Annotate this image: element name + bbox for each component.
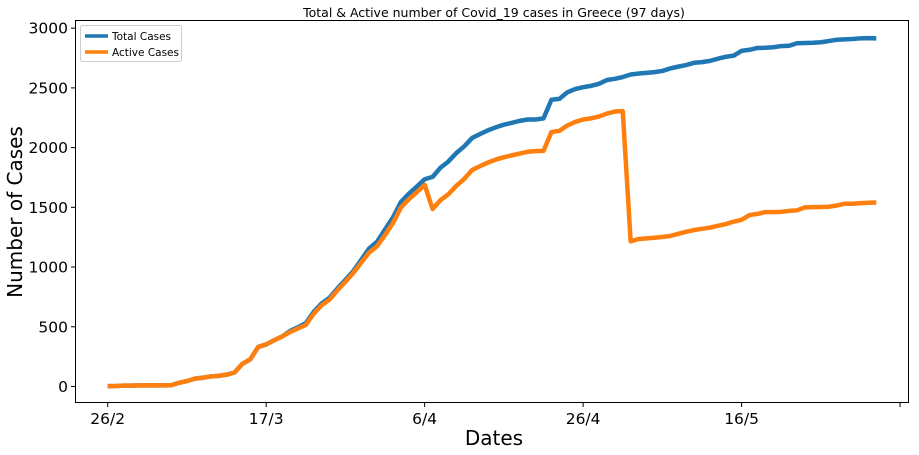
x-tick-label: 26/2 [90, 410, 125, 428]
y-tick-label: 2000 [29, 139, 68, 157]
y-axis: 0 500 1000 1500 2000 2500 3000 [29, 20, 76, 396]
chart-title: Total & Active number of Covid_19 cases … [302, 5, 685, 20]
plot-frame [75, 20, 909, 403]
series-line-active-cases [107, 108, 877, 389]
y-tick-label: 2500 [29, 79, 68, 97]
y-tick-label: 1000 [29, 259, 68, 277]
legend-label-total-cases: Total Cases [111, 31, 171, 43]
series-layer [107, 35, 877, 389]
x-axis: 26/2 17/3 6/4 26/4 16/5 [90, 402, 901, 428]
y-tick-label: 0 [58, 378, 68, 396]
x-axis-title: Dates [465, 426, 523, 450]
legend: Total Cases Active Cases [80, 25, 182, 62]
y-tick-label: 500 [38, 318, 68, 336]
x-tick-label: 17/3 [249, 410, 284, 428]
x-tick-label: 6/4 [412, 410, 437, 428]
x-tick-label: 26/4 [566, 410, 601, 428]
y-tick-label: 1500 [29, 199, 68, 217]
y-axis-title: Number of Cases [3, 126, 27, 298]
y-tick-label: 3000 [29, 20, 68, 38]
legend-label-active-cases: Active Cases [112, 47, 179, 59]
x-tick-label: 16/5 [724, 410, 759, 428]
